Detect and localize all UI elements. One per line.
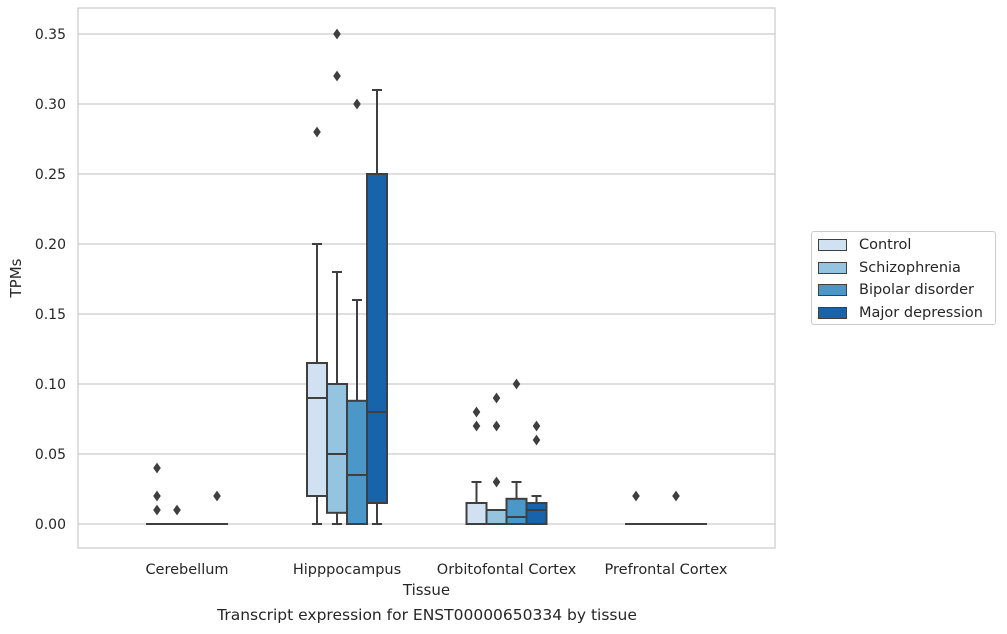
outlier-point (512, 378, 521, 390)
outlier-point (333, 28, 341, 40)
box-plot (146, 462, 168, 526)
legend-swatch (818, 284, 847, 296)
outlier-point (313, 126, 321, 138)
box-plot (306, 126, 328, 525)
outlier-point (153, 462, 161, 474)
legend-swatch (818, 239, 847, 251)
box-plot (206, 490, 228, 526)
plot-frame (77, 7, 776, 549)
legend-swatch (818, 261, 847, 274)
outlier-point (213, 490, 221, 502)
legend-item: Control (818, 235, 911, 255)
legend-item: Major depression (818, 303, 983, 323)
box (306, 362, 328, 497)
x-tick-label: Prefrontal Cortex (605, 562, 728, 578)
outlier-point (492, 420, 501, 432)
box (505, 497, 528, 525)
y-tick-label: 0.20 (35, 237, 66, 253)
box-plots (146, 28, 707, 526)
y-tick-label: 0.35 (35, 27, 66, 43)
box (346, 399, 368, 525)
box (366, 173, 388, 504)
box-plot (485, 392, 508, 525)
y-tick-label: 0.10 (35, 377, 66, 393)
box (485, 509, 508, 525)
outlier-point (153, 504, 161, 516)
x-axis-ticks: Cerebellum Hipppocampus Orbitofontal Corte… (145, 562, 727, 578)
legend-label: Major depression (859, 304, 983, 321)
box-plot (166, 504, 188, 526)
box (326, 383, 348, 514)
y-axis-label: TPMs (7, 258, 25, 298)
box (525, 502, 548, 525)
outlier-point (472, 420, 481, 432)
box-plot (665, 490, 687, 526)
legend-label: Bipolar disorder (859, 282, 974, 298)
y-tick-label: 0.30 (35, 97, 66, 113)
outlier-point (153, 490, 161, 502)
x-tick-label: Orbitofontal Cortex (437, 562, 577, 578)
legend-item: Bipolar disorder (818, 280, 974, 300)
legend-swatch (818, 306, 847, 319)
legend: Control Schizophrenia Bipolar disorder Majo… (811, 231, 996, 325)
outlier-point (492, 476, 501, 488)
box-plot (625, 490, 647, 526)
outlier-point (532, 420, 541, 432)
x-tick-label: Cerebellum (145, 562, 228, 578)
legend-item: Schizophrenia (818, 258, 961, 278)
box-plot (505, 378, 528, 525)
box-plot (366, 89, 388, 525)
outlier-point (632, 490, 640, 502)
y-tick-label: 0.15 (35, 307, 66, 323)
box (465, 502, 488, 525)
outlier-point (173, 504, 181, 516)
x-tick-label: Hipppocampus (293, 562, 401, 578)
y-tick-label: 0.25 (35, 167, 66, 183)
outlier-point (333, 70, 341, 82)
box-plot (465, 406, 488, 525)
legend-label: Schizophrenia (859, 259, 961, 276)
outlier-point (472, 406, 481, 418)
box-plot (346, 98, 368, 525)
y-tick-label: 0.00 (35, 517, 66, 533)
y-tick-label: 0.05 (35, 447, 66, 463)
gridlines (78, 33, 775, 525)
outlier-point (532, 434, 541, 446)
outlier-point (353, 98, 361, 110)
y-axis-ticks: 0.00 0.05 0.10 0.15 0.20 0.25 0.30 0.35 (35, 27, 66, 533)
x-axis-label: Tissue (402, 581, 450, 599)
box-plot (525, 420, 548, 525)
figure-caption: Transcript expression for ENST0000065033… (217, 606, 637, 624)
outlier-point (492, 392, 501, 404)
legend-label: Control (859, 237, 912, 253)
outlier-point (672, 490, 680, 502)
